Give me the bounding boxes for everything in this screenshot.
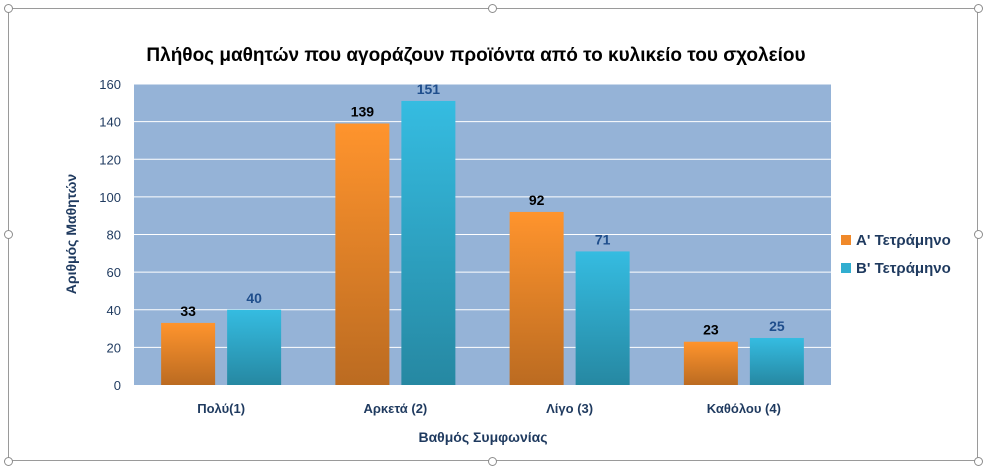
bar	[575, 251, 630, 385]
data-label: 151	[417, 81, 441, 97]
legend-label: Β' Τετράμηνο	[856, 260, 951, 277]
gridlines	[134, 83, 831, 348]
resize-handle-left[interactable]	[4, 230, 13, 239]
y-tick-label: 120	[99, 152, 121, 167]
bar	[749, 337, 804, 385]
bar	[161, 322, 216, 385]
data-label: 71	[595, 231, 611, 247]
legend-swatch	[841, 235, 851, 245]
resize-handle-top-right[interactable]	[974, 4, 983, 13]
y-tick-label: 60	[107, 265, 121, 280]
y-tick-label: 140	[99, 115, 121, 130]
legend-label: Α' Τετράμηνο	[856, 232, 951, 249]
data-label: 25	[769, 318, 785, 334]
x-axis-title: Βαθμός Συμφωνίας	[418, 429, 547, 445]
bars	[161, 100, 804, 386]
data-labels: 33 40 139 151 92 71 23 25	[180, 81, 785, 338]
x-axis-categories: Πολύ(1) Αρκετά (2) Λίγο (3) Καθόλου (4)	[197, 401, 781, 416]
y-tick-label: 100	[99, 190, 121, 205]
legend-swatch	[841, 263, 851, 273]
y-tick-label: 160	[99, 77, 121, 92]
y-tick-label: 20	[107, 340, 121, 355]
bar	[401, 100, 456, 386]
resize-handle-bottom[interactable]	[488, 457, 497, 466]
data-label: 40	[246, 290, 262, 306]
resize-handle-top-left[interactable]	[4, 4, 13, 13]
data-label: 23	[703, 322, 719, 338]
y-tick-label: 80	[107, 228, 121, 243]
x-category-label: Πολύ(1)	[197, 401, 245, 416]
bar	[335, 123, 390, 385]
legend: Α' Τετράμηνο Β' Τετράμηνο	[841, 232, 951, 277]
chart-title: Πλήθος μαθητών που αγοράζουν προϊόντα απ…	[146, 45, 805, 66]
bar	[509, 211, 564, 385]
data-label: 139	[351, 104, 375, 120]
data-label: 33	[180, 303, 196, 319]
y-axis-ticks: 0 20 40 60 80 100 120 140 160	[99, 77, 121, 393]
resize-handle-top[interactable]	[488, 4, 497, 13]
x-category-label: Αρκετά (2)	[363, 401, 427, 416]
x-category-label: Καθόλου (4)	[707, 401, 781, 416]
resize-handle-bottom-left[interactable]	[4, 457, 13, 466]
data-label: 92	[529, 192, 545, 208]
resize-handle-bottom-right[interactable]	[974, 457, 983, 466]
x-category-label: Λίγο (3)	[546, 401, 593, 416]
bar	[683, 341, 738, 385]
bar	[227, 309, 282, 385]
y-tick-label: 0	[114, 378, 121, 393]
resize-handle-right[interactable]	[974, 230, 983, 239]
y-tick-label: 40	[107, 303, 121, 318]
y-axis-title: Αριθμός Μαθητών	[63, 174, 79, 295]
